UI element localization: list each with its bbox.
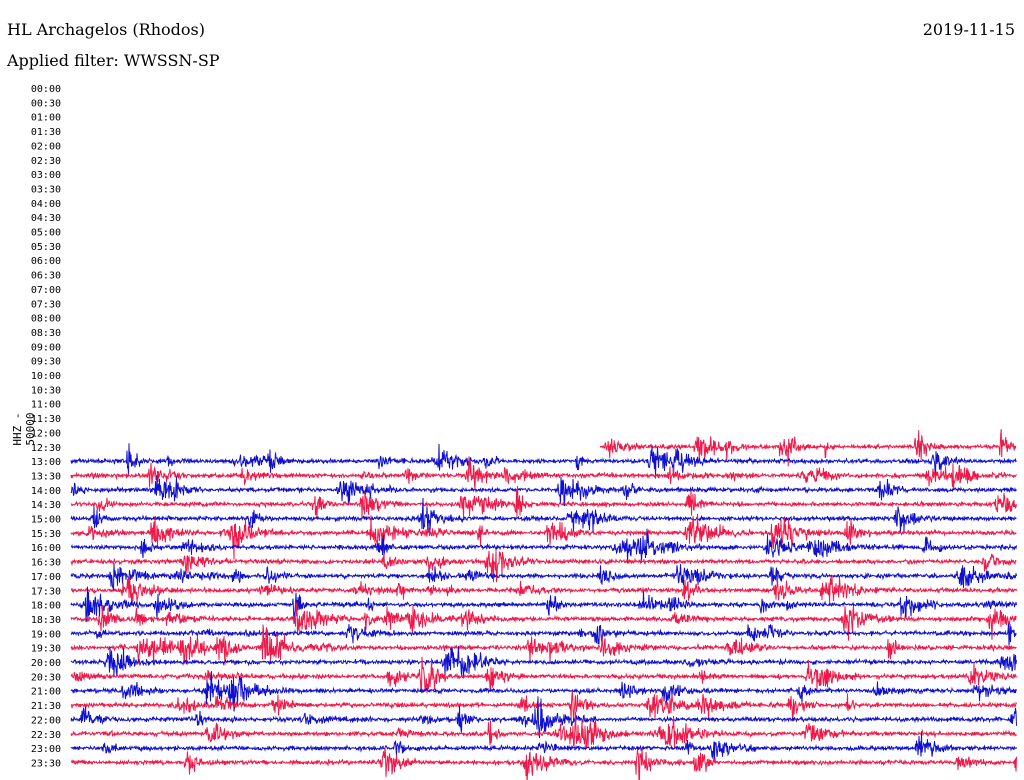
time-label: 05:30: [31, 242, 61, 253]
trace-row: [70, 732, 1017, 760]
time-label: 18:00: [31, 601, 61, 612]
trace-row: [70, 656, 1017, 694]
time-label: 03:30: [31, 184, 61, 195]
time-label: 00:00: [31, 84, 61, 95]
time-label: 01:30: [31, 127, 61, 138]
trace-row: [70, 746, 1017, 780]
station-title: HL Archagelos (Rhodos): [7, 20, 205, 39]
time-label: 07:30: [31, 299, 61, 310]
seismic-traces: [70, 429, 1017, 780]
time-label: 14:30: [31, 500, 61, 511]
time-label: 04:00: [31, 199, 61, 210]
trace-row: [70, 456, 1017, 490]
time-label: 21:00: [31, 687, 61, 698]
trace-row: [70, 528, 1017, 564]
time-label: 16:00: [31, 543, 61, 554]
time-label: 18:30: [31, 615, 61, 626]
time-label: 02:30: [31, 156, 61, 167]
time-label: 17:30: [31, 586, 61, 597]
trace-row: [70, 691, 1017, 721]
time-label: 14:00: [31, 486, 61, 497]
time-label: 23:00: [31, 744, 61, 755]
time-label: 12:30: [31, 443, 61, 454]
time-label: 06:00: [31, 256, 61, 267]
time-label: 23:30: [31, 758, 61, 769]
time-label: 00:30: [31, 98, 61, 109]
time-label: 07:00: [31, 285, 61, 296]
time-label: 09:30: [31, 357, 61, 368]
trace-row: [70, 485, 1017, 518]
time-label: 19:30: [31, 644, 61, 655]
time-label: 22:30: [31, 730, 61, 741]
time-label: 13:30: [31, 471, 61, 482]
date-label: 2019-11-15: [922, 20, 1015, 39]
trace-row: [70, 563, 1017, 591]
time-label: 10:30: [31, 385, 61, 396]
trace-row: [70, 646, 1017, 679]
time-label: 21:30: [31, 701, 61, 712]
time-label: 20:30: [31, 672, 61, 683]
time-label: 09:00: [31, 342, 61, 353]
time-label: 08:00: [31, 314, 61, 325]
trace-row: [70, 671, 1017, 712]
time-label: 10:00: [31, 371, 61, 382]
trace-row: [70, 586, 1017, 624]
trace-row: [70, 475, 1017, 507]
trace-row: [70, 513, 1017, 560]
trace-row: [70, 623, 1017, 646]
time-label: 05:00: [31, 228, 61, 239]
trace-row: [70, 696, 1017, 739]
trace-row: [599, 429, 1017, 467]
time-label: 01:00: [31, 113, 61, 124]
time-label: 11:00: [31, 400, 61, 411]
filter-label: Applied filter: WWSSN-SP: [7, 51, 220, 70]
trace-row: [70, 550, 1017, 583]
trace-row: [70, 602, 1017, 641]
time-label: 19:00: [31, 629, 61, 640]
time-label: 08:30: [31, 328, 61, 339]
time-label: 13:00: [31, 457, 61, 468]
time-labels: 00:00 00:30 01:00 01:30 02:00 02:30 03:00 03:30…: [31, 84, 61, 769]
trace-row: [70, 574, 1017, 604]
trace-row: [70, 711, 1017, 749]
time-label: 16:30: [31, 558, 61, 569]
time-label: 15:30: [31, 529, 61, 540]
time-label: 15:00: [31, 515, 61, 526]
time-label: 06:30: [31, 271, 61, 282]
trace-row: [70, 624, 1017, 666]
time-label: 11:30: [31, 414, 61, 425]
time-label: 02:00: [31, 141, 61, 152]
time-label: 04:30: [31, 213, 61, 224]
trace-row: [70, 443, 1017, 479]
time-label: 12:00: [31, 428, 61, 439]
time-label: 20:00: [31, 658, 61, 669]
trace-row: [70, 497, 1017, 534]
time-label: 03:00: [31, 170, 61, 181]
time-label: 17:00: [31, 572, 61, 583]
time-label: 22:00: [31, 715, 61, 726]
